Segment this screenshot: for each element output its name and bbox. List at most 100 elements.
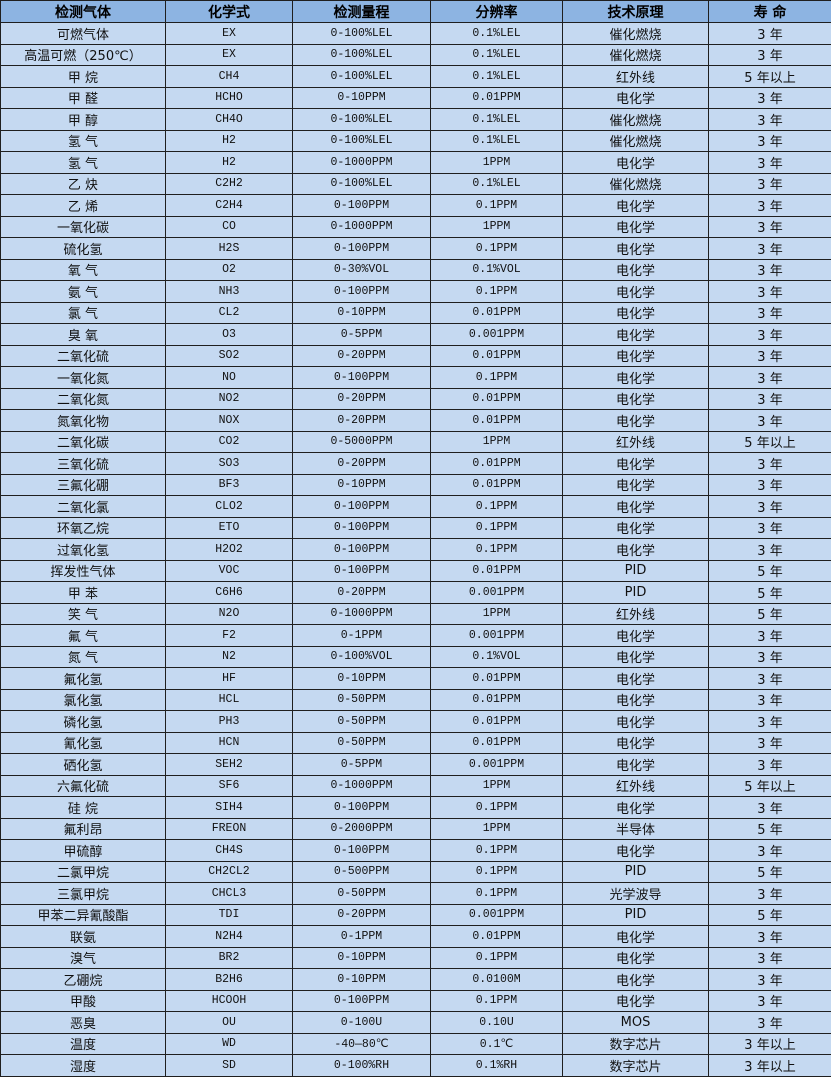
principle-cell: 电化学: [563, 388, 709, 410]
gas-cell: 过氧化氢: [1, 539, 166, 561]
gas-cell: 乙硼烷: [1, 969, 166, 991]
resolution-cell: 0.1%LEL: [431, 130, 563, 152]
formula-cell: NO2: [166, 388, 293, 410]
gas-cell: 三氧化硫: [1, 453, 166, 475]
formula-cell: CH4O: [166, 109, 293, 131]
principle-cell: PID: [563, 904, 709, 926]
range-cell: 0-10PPM: [293, 474, 431, 496]
formula-cell: HF: [166, 668, 293, 690]
lifespan-cell: 3 年: [709, 87, 831, 109]
gas-cell: 甲苯二异氰酸酯: [1, 904, 166, 926]
principle-cell: PID: [563, 560, 709, 582]
range-cell: 0-100PPM: [293, 517, 431, 539]
gas-cell: 温度: [1, 1033, 166, 1055]
formula-cell: WD: [166, 1033, 293, 1055]
gas-cell: 甲 醇: [1, 109, 166, 131]
formula-cell: NO: [166, 367, 293, 389]
principle-cell: 数字芯片: [563, 1033, 709, 1055]
range-cell: 0-100PPM: [293, 367, 431, 389]
lifespan-cell: 3 年: [709, 947, 831, 969]
gas-cell: 高温可燃（250℃）: [1, 44, 166, 66]
formula-cell: H2: [166, 130, 293, 152]
formula-cell: F2: [166, 625, 293, 647]
formula-cell: BR2: [166, 947, 293, 969]
range-cell: 0-1PPM: [293, 926, 431, 948]
header-lifespan: 寿 命: [709, 1, 831, 23]
resolution-cell: 0.1℃: [431, 1033, 563, 1055]
resolution-cell: 0.1%VOL: [431, 259, 563, 281]
formula-cell: C2H4: [166, 195, 293, 217]
lifespan-cell: 3 年: [709, 238, 831, 260]
range-cell: 0-100PPM: [293, 496, 431, 518]
gas-cell: 氧 气: [1, 259, 166, 281]
header-row: 检测气体 化学式 检测量程 分辨率 技术原理 寿 命: [1, 1, 831, 23]
formula-cell: CO2: [166, 431, 293, 453]
range-cell: 0-50PPM: [293, 732, 431, 754]
gas-cell: 乙 烯: [1, 195, 166, 217]
principle-cell: PID: [563, 582, 709, 604]
lifespan-cell: 3 年: [709, 646, 831, 668]
formula-cell: PH3: [166, 711, 293, 733]
gas-cell: 臭 氧: [1, 324, 166, 346]
gas-cell: 笑 气: [1, 603, 166, 625]
principle-cell: 电化学: [563, 840, 709, 862]
resolution-cell: 0.1PPM: [431, 947, 563, 969]
range-cell: 0-100%VOL: [293, 646, 431, 668]
principle-cell: 电化学: [563, 345, 709, 367]
resolution-cell: 0.001PPM: [431, 582, 563, 604]
formula-cell: C2H2: [166, 173, 293, 195]
principle-cell: 电化学: [563, 238, 709, 260]
resolution-cell: 1PPM: [431, 216, 563, 238]
formula-cell: N2O: [166, 603, 293, 625]
principle-cell: 催化燃烧: [563, 109, 709, 131]
formula-cell: HCHO: [166, 87, 293, 109]
gas-cell: 溴气: [1, 947, 166, 969]
gas-cell: 环氧乙烷: [1, 517, 166, 539]
resolution-cell: 0.01PPM: [431, 345, 563, 367]
lifespan-cell: 3 年: [709, 195, 831, 217]
lifespan-cell: 3 年: [709, 281, 831, 303]
resolution-cell: 0.01PPM: [431, 87, 563, 109]
formula-cell: CL2: [166, 302, 293, 324]
resolution-cell: 0.1%LEL: [431, 66, 563, 88]
range-cell: 0-30%VOL: [293, 259, 431, 281]
resolution-cell: 0.1PPM: [431, 517, 563, 539]
resolution-cell: 1PPM: [431, 431, 563, 453]
lifespan-cell: 3 年: [709, 367, 831, 389]
lifespan-cell: 3 年: [709, 990, 831, 1012]
principle-cell: 电化学: [563, 152, 709, 174]
gas-cell: 氰化氢: [1, 732, 166, 754]
formula-cell: CLO2: [166, 496, 293, 518]
principle-cell: 催化燃烧: [563, 23, 709, 45]
lifespan-cell: 3 年: [709, 496, 831, 518]
range-cell: 0-10PPM: [293, 668, 431, 690]
range-cell: 0-2000PPM: [293, 818, 431, 840]
principle-cell: 电化学: [563, 216, 709, 238]
resolution-cell: 0.1PPM: [431, 238, 563, 260]
gas-cell: 一氧化氮: [1, 367, 166, 389]
gas-cell: 三氟化硼: [1, 474, 166, 496]
range-cell: 0-20PPM: [293, 904, 431, 926]
gas-cell: 二氧化氮: [1, 388, 166, 410]
formula-cell: H2O2: [166, 539, 293, 561]
lifespan-cell: 3 年: [709, 689, 831, 711]
resolution-cell: 0.1PPM: [431, 840, 563, 862]
lifespan-cell: 5 年以上: [709, 66, 831, 88]
lifespan-cell: 5 年以上: [709, 775, 831, 797]
range-cell: 0-5PPM: [293, 754, 431, 776]
